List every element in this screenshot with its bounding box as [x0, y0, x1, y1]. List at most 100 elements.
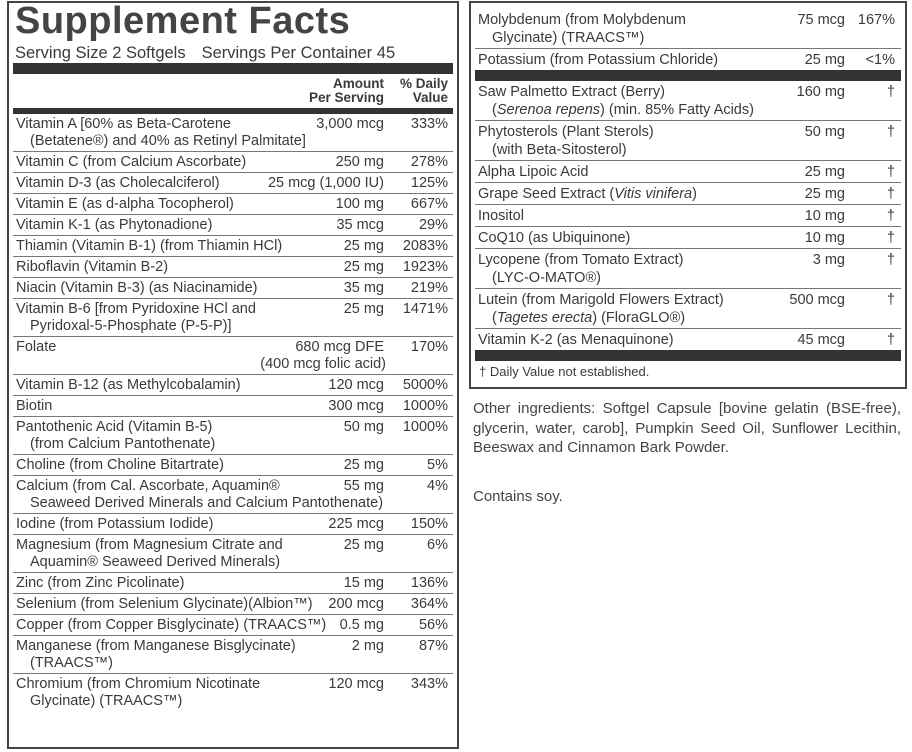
title: Supplement Facts	[15, 0, 351, 42]
daily-value: †	[886, 186, 895, 202]
daily-value: 150%	[410, 516, 448, 532]
daily-value: 278%	[410, 154, 448, 170]
name-line: (with Beta-Sitosterol)	[492, 142, 627, 158]
nutrient-list: Molybdenum (from Molybdenum Glycinate) (T…	[471, 9, 905, 70]
other-ingredients: Other ingredients: Softgel Capsule [bovi…	[473, 400, 901, 456]
nutrient-row: Thiamin (Vitamin B-1) (from Thiamin HCl)…	[13, 236, 453, 257]
nutrient-row: Inositol 10 mg †	[475, 205, 901, 227]
daily-value: 219%	[410, 280, 448, 296]
daily-value: 170%	[410, 339, 448, 355]
nutrient-row: Vitamin E (as d-alpha Tocopherol) 100 mg 6…	[13, 194, 453, 215]
name-line: Inositol	[478, 208, 524, 224]
name-line: Molybdenum (from Molybdenum	[478, 12, 686, 28]
nutrient-name: Vitamin A [60% as Beta-Carotene (Betatene…	[13, 116, 453, 150]
name-line: (LYC-O-MATO®)	[492, 270, 601, 286]
daily-value: 56%	[418, 617, 448, 633]
nutrient-name: Vitamin B-12 (as Methylcobalamin)	[13, 377, 453, 394]
nutrient-row: Alpha Lipoic Acid 25 mg †	[475, 161, 901, 183]
nutrient-name: Vitamin B-6 [from Pyridoxine HCl and Pyri…	[13, 301, 453, 335]
nutrient-row: Riboflavin (Vitamin B-2) 25 mg 1923%	[13, 257, 453, 278]
amount: 55 mg	[343, 478, 384, 494]
nutrient-name: CoQ10 (as Ubiquinone)	[475, 229, 901, 247]
nutrient-row: Calcium (from Cal. Ascorbate, Aquamin® Se…	[13, 476, 453, 514]
amount: 225 mcg	[328, 516, 384, 532]
name-line: CoQ10 (as Ubiquinone)	[478, 230, 631, 246]
nutrient-name: Niacin (Vitamin B-3) (as Niacinamide)	[13, 280, 453, 297]
nutrient-name: Selenium (from Selenium Glycinate)(Albio…	[13, 596, 453, 613]
daily-value: 333%	[410, 116, 448, 132]
nutrient-name: Copper (from Copper Bisglycinate) (TRAAC…	[13, 617, 453, 634]
daily-value: 1000%	[402, 398, 448, 414]
name-line: Biotin	[16, 398, 53, 414]
amount: 250 mg	[335, 154, 384, 170]
name-line: Phytosterols (Plant Sterols)	[478, 124, 654, 140]
nutrient-name: Vitamin E (as d-alpha Tocopherol)	[13, 196, 453, 213]
name-line: Choline (from Choline Bitartrate)	[16, 457, 224, 473]
nutrient-name: Vitamin C (from Calcium Ascorbate)	[13, 154, 453, 171]
name-line: Potassium (from Potassium Chloride)	[478, 52, 719, 68]
name-line: Iodine (from Potassium Iodide)	[16, 516, 214, 532]
amount-note: (400 mcg folic acid)	[260, 356, 386, 372]
nutrient-row: Folate (400 mcg folic acid) 680 mcg DFE 17…	[13, 337, 453, 375]
nutrient-name: Vitamin K-1 (as Phytonadione)	[13, 217, 453, 234]
amount: 200 mcg	[328, 596, 384, 612]
nutrient-name: Vitamin K-2 (as Menaquinone)	[475, 331, 901, 349]
nutrient-row: Vitamin A [60% as Beta-Carotene (Betatene…	[13, 114, 453, 152]
nutrient-name: Lutein (from Marigold Flowers Extract) (T…	[475, 291, 901, 327]
nutrient-name: Saw Palmetto Extract (Berry) (Serenoa rep…	[475, 83, 901, 119]
name-line: Zinc (from Zinc Picolinate)	[16, 575, 185, 591]
name-line: (Serenoa repens) (min. 85% Fatty Acids)	[492, 102, 754, 118]
amount: 75 mcg	[797, 12, 845, 28]
nutrient-name: Phytosterols (Plant Sterols) (with Beta-S…	[475, 123, 901, 159]
daily-value: 1471%	[402, 301, 448, 317]
divider-bar	[475, 70, 901, 81]
amount: 50 mg	[804, 124, 845, 140]
amount: 10 mg	[804, 230, 845, 246]
name-line: Magnesium (from Magnesium Citrate and	[16, 537, 283, 553]
nutrient-row: Vitamin K-2 (as Menaquinone) 45 mcg †	[475, 329, 901, 350]
nutrient-name: Potassium (from Potassium Chloride)	[475, 51, 901, 69]
daily-value: 87%	[418, 638, 448, 654]
amount: 25 mg	[343, 259, 384, 275]
header-line: Amount	[333, 76, 384, 91]
amount: 35 mg	[343, 280, 384, 296]
nutrient-name: Molybdenum (from Molybdenum Glycinate) (T…	[475, 11, 901, 47]
name-line: Vitamin K-1 (as Phytonadione)	[16, 217, 213, 233]
daily-value: †	[886, 292, 895, 308]
name-line: Pantothenic Acid (Vitamin B-5)	[16, 419, 213, 435]
nutrient-list: Vitamin A [60% as Beta-Carotene (Betatene…	[9, 114, 457, 711]
amount: 25 mcg (1,000 IU)	[267, 175, 384, 191]
divider-bar	[13, 108, 453, 114]
amount: 680 mcg DFE	[295, 339, 384, 355]
nutrient-row: Vitamin B-6 [from Pyridoxine HCl and Pyri…	[13, 299, 453, 337]
amount: 35 mcg	[336, 217, 384, 233]
nutrient-name: Vitamin D-3 (as Cholecalciferol)	[13, 175, 453, 192]
nutrient-name: Calcium (from Cal. Ascorbate, Aquamin® Se…	[13, 478, 453, 512]
daily-value: †	[886, 124, 895, 140]
nutrient-name: Chromium (from Chromium Nicotinate Glycin…	[13, 676, 453, 710]
name-line: (Betatene®) and 40% as Retinyl Palmitate…	[30, 133, 306, 149]
name-line: (Tagetes erecta) (FloraGLO®)	[492, 310, 686, 326]
nutrient-name: Grape Seed Extract (Vitis vinifera)	[475, 185, 901, 203]
name-line: Vitamin B-12 (as Methylcobalamin)	[16, 377, 241, 393]
name-line: Glycinate) (TRAACS™)	[30, 693, 183, 709]
amount: 25 mg	[343, 238, 384, 254]
amount: 25 mg	[804, 164, 845, 180]
nutrient-row: Grape Seed Extract (Vitis vinifera) 25 mg…	[475, 183, 901, 205]
daily-value: †	[886, 84, 895, 100]
nutrient-name: Thiamin (Vitamin B-1) (from Thiamin HCl)	[13, 238, 453, 255]
nutrient-row: Vitamin D-3 (as Cholecalciferol) 25 mcg (…	[13, 173, 453, 194]
header-line: Value	[412, 90, 448, 105]
amount: 25 mg	[804, 186, 845, 202]
name-line: Saw Palmetto Extract (Berry)	[478, 84, 665, 100]
divider-bar	[13, 63, 453, 74]
amount: 25 mg	[804, 52, 845, 68]
name-line: Seaweed Derived Minerals and Calcium Pan…	[30, 495, 384, 511]
name-line: Thiamin (Vitamin B-1) (from Thiamin HCl)	[16, 238, 283, 254]
nutrient-row: Manganese (from Manganese Bisglycinate)(…	[13, 636, 453, 674]
daily-value: <1%	[865, 52, 895, 68]
amount: 25 mg	[343, 301, 384, 317]
amount: 160 mg	[796, 84, 845, 100]
nutrient-name: Zinc (from Zinc Picolinate)	[13, 575, 453, 592]
header-line: Per Serving	[308, 90, 384, 105]
